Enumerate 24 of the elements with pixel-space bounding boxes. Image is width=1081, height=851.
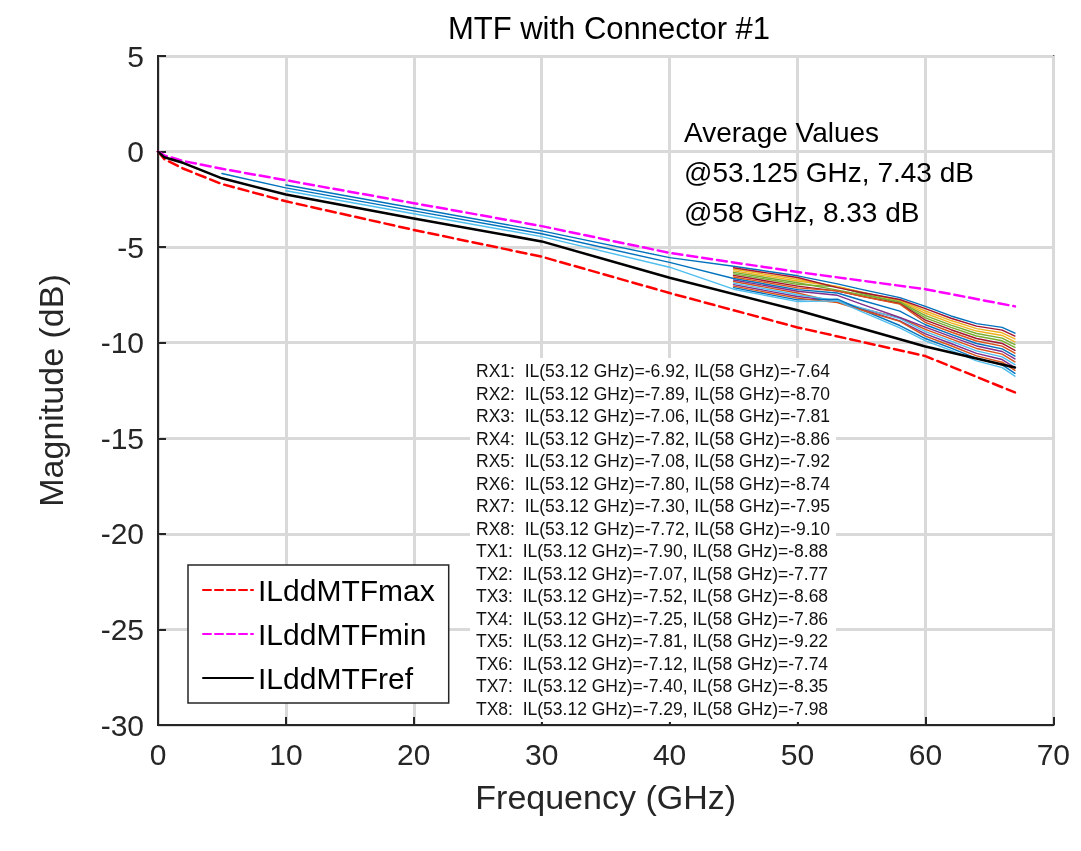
- y-tick-label: -10: [100, 326, 144, 360]
- y-tick-label: -30: [100, 708, 144, 742]
- x-tick-label: 70: [1036, 737, 1070, 771]
- y-tick-label: 5: [127, 39, 144, 73]
- legend-label: ILddMTFref: [258, 661, 414, 695]
- x-tick-label: 0: [149, 737, 167, 771]
- x-tick-label: 30: [525, 737, 559, 771]
- y-tick-label: -5: [117, 230, 144, 264]
- y-tick-label: -15: [100, 421, 144, 455]
- legend-label: ILddMTFmax: [258, 573, 435, 607]
- text: RX1: IL(53.12 GHz)=-6.92, IL(58 GHz)=-7.64 RX2: IL(53.12 GHz)=-7.89, IL(58 GHz)=-8.70 RX3: IL(53.12 GHz)=-7.06, IL(58 GHz)=-7.81 RX4: IL(53.12 GHz)=-7.82, IL(58 GHz)=-8.86 RX5: IL(53.12 GHz)=-7.08, IL(58 GHz)=-7.92 RX6: IL(53.12 GHz)=-7.80, IL(58 GHz)=-8.74 RX7: IL(53.12 GHz)=-7.30, IL(58 GHz)=-7.95 RX8: IL(53.12 GHz)=-7.72, IL(58 GHz)=-9.10 TX1: IL(53.12 GHz)=-7.90, IL(58 GHz)=-8.88 TX2: IL(53.12 GHz)=-7.07, IL(58 GHz)=-7.77 TX3: IL(53.12 GHz)=-7.52, IL(58 GHz)=-8.68 TX4: IL(53.12 GHz)=-7.25, IL(58 GHz)=-7.86 TX5: IL(53.12 GHz)=-7.81, IL(58 GHz)=-9.22 TX6: IL(53.12 GHz)=-7.12, IL(58 GHz)=-7.74 TX7: IL(53.12 GHz)=-7.40, IL(58 GHz)=-8.35 TX8: IL(53.12 GHz)=-7.29, IL(58 GHz)=-7.98: [476, 361, 831, 719]
- x-tick-label: 60: [908, 737, 943, 771]
- y-tick-label: 0: [127, 135, 144, 169]
- annotation: Average Values @53.125 GHz, 7.43 dB @58 GHz, 8.33 dB: [684, 116, 974, 228]
- x-axis-title: Frequency (GHz): [475, 778, 737, 816]
- x-tick-label: 50: [780, 737, 815, 771]
- chart-title: MTF with Connector #1: [447, 11, 771, 46]
- x-tick-label: 10: [269, 737, 303, 771]
- legend-label: ILddMTFmin: [258, 617, 427, 651]
- y-axis-title: Magnitude (dB): [32, 274, 70, 507]
- y-tick-label: -25: [100, 612, 144, 646]
- x-tick-label: 20: [397, 737, 431, 771]
- x-tick-label: 40: [652, 737, 687, 771]
- y-tick-label: -20: [100, 517, 144, 551]
